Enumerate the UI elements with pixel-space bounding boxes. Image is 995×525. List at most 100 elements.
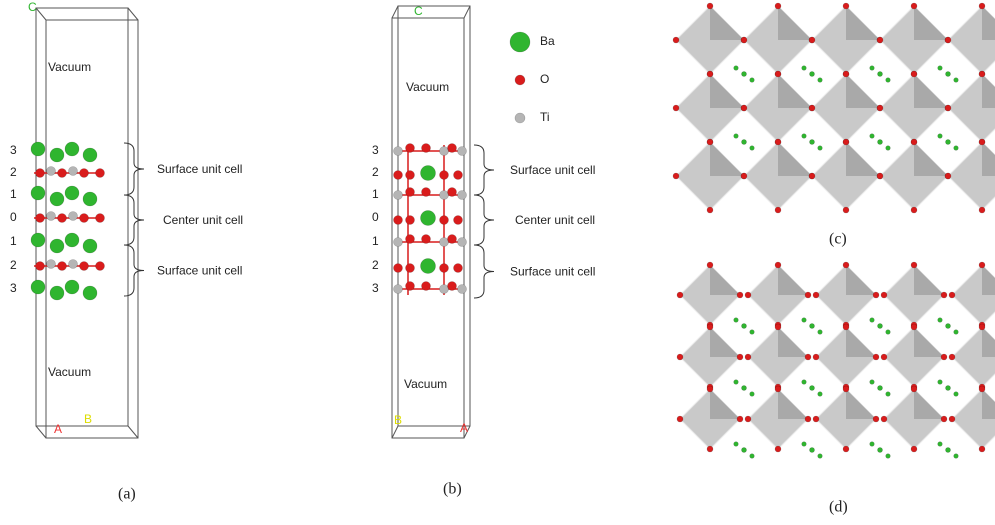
- atom: [886, 78, 891, 83]
- bracket-label: Center unit cell: [515, 213, 595, 227]
- atom: [742, 386, 747, 391]
- atom: [458, 238, 467, 247]
- atom: [802, 134, 807, 139]
- octahedron-face: [982, 74, 995, 108]
- atom: [886, 146, 891, 151]
- atom: [394, 216, 403, 225]
- figure: CABVacuumVacuum3210123Surface unit cellC…: [0, 0, 995, 525]
- layer-label: 2: [10, 165, 17, 179]
- atom: [742, 140, 747, 145]
- vacuum-label: Vacuum: [48, 365, 91, 379]
- octahedron-face: [982, 265, 995, 295]
- atom: [734, 318, 739, 323]
- atom: [677, 354, 683, 360]
- atom: [394, 147, 403, 156]
- cell-edge: [128, 426, 138, 438]
- atom: [36, 262, 45, 271]
- atom: [50, 286, 64, 300]
- atom: [69, 167, 78, 176]
- layer-label: 1: [10, 234, 17, 248]
- atom: [911, 446, 917, 452]
- atom: [83, 192, 97, 206]
- atom: [802, 442, 807, 447]
- atom: [406, 216, 415, 225]
- atom: [673, 105, 679, 111]
- atom: [809, 37, 815, 43]
- atom: [911, 3, 917, 9]
- atom: [458, 147, 467, 156]
- atom: [949, 292, 955, 298]
- vacuum-label: Vacuum: [48, 60, 91, 74]
- atom: [949, 416, 955, 422]
- octahedron-face: [982, 389, 995, 419]
- atom: [734, 380, 739, 385]
- atom: [873, 416, 879, 422]
- atom: [938, 318, 943, 323]
- bracket: [474, 195, 494, 245]
- atom: [881, 292, 887, 298]
- atom: [406, 235, 415, 244]
- panel-caption: (c): [829, 231, 847, 248]
- layer-label: 2: [372, 258, 379, 272]
- atom: [458, 285, 467, 294]
- atom: [406, 188, 415, 197]
- atom: [941, 416, 947, 422]
- atom: [979, 71, 985, 77]
- atom: [809, 173, 815, 179]
- atom: [422, 144, 431, 153]
- atom: [96, 262, 105, 271]
- atom: [421, 259, 436, 274]
- atom: [979, 207, 985, 213]
- cell-edge: [464, 6, 470, 18]
- atom: [813, 292, 819, 298]
- atom: [911, 386, 917, 392]
- atom: [734, 134, 739, 139]
- cell-edge: [36, 426, 46, 438]
- panel-caption: (d): [829, 499, 848, 516]
- atom: [911, 207, 917, 213]
- atom: [406, 264, 415, 273]
- atom: [734, 66, 739, 71]
- atom: [805, 416, 811, 422]
- atom: [843, 446, 849, 452]
- atom: [458, 191, 467, 200]
- atom: [83, 286, 97, 300]
- atom: [83, 239, 97, 253]
- atom: [83, 148, 97, 162]
- atom: [65, 142, 79, 156]
- atom: [802, 318, 807, 323]
- layer-label: 2: [10, 258, 17, 272]
- atom: [954, 78, 959, 83]
- axis-label: C: [28, 0, 37, 14]
- octahedron-face: [914, 327, 944, 357]
- bracket-label: Surface unit cell: [157, 264, 242, 278]
- axis-label: C: [414, 4, 423, 18]
- atom: [946, 72, 951, 77]
- atom: [96, 169, 105, 178]
- atom: [707, 139, 713, 145]
- atom: [31, 142, 45, 156]
- atom: [394, 171, 403, 180]
- atom: [886, 454, 891, 459]
- atom: [737, 354, 743, 360]
- atom: [673, 173, 679, 179]
- atom: [96, 214, 105, 223]
- atom: [65, 233, 79, 247]
- atom: [422, 235, 431, 244]
- legend-label: Ba: [540, 34, 555, 48]
- octahedron-face: [710, 389, 740, 419]
- atom: [422, 282, 431, 291]
- cell-edge: [392, 426, 398, 438]
- atom: [843, 139, 849, 145]
- layer-label: 0: [372, 210, 379, 224]
- atom: [394, 191, 403, 200]
- atom: [448, 282, 457, 291]
- atom: [80, 262, 89, 271]
- atom: [750, 330, 755, 335]
- atom: [707, 446, 713, 452]
- octahedron-face: [982, 6, 995, 40]
- atom: [50, 148, 64, 162]
- atom: [946, 386, 951, 391]
- atom: [938, 66, 943, 71]
- atom: [707, 71, 713, 77]
